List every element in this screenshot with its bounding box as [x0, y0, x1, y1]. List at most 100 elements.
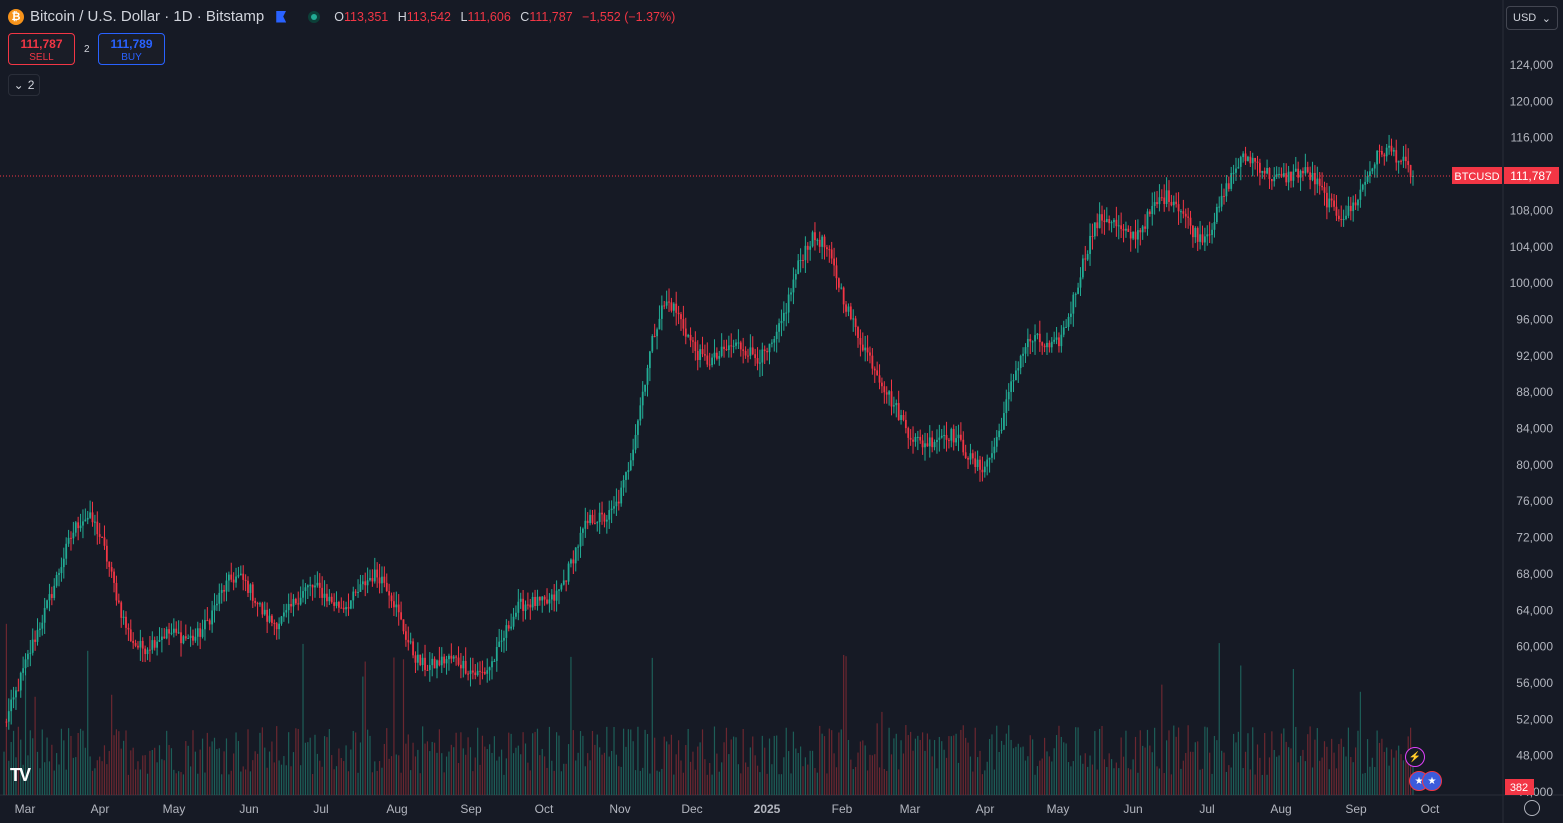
volume-bar: [977, 757, 979, 795]
candle-body: [271, 615, 273, 623]
volume-bar: [247, 729, 249, 795]
volume-bar: [388, 758, 390, 795]
candle-body: [1203, 236, 1206, 243]
candle-body: [584, 520, 587, 529]
candle-body: [1031, 341, 1034, 343]
candle-body: [727, 345, 730, 351]
volume-bar: [1110, 759, 1113, 795]
volume-bar: [1099, 728, 1101, 795]
candle-body: [486, 670, 489, 674]
candle-body: [672, 303, 675, 311]
market-status-icon[interactable]: [308, 10, 321, 23]
volume-bar: [1247, 733, 1249, 795]
volume-bar: [1297, 762, 1299, 795]
candle-body: [1364, 181, 1367, 185]
candle-body: [1060, 334, 1063, 347]
candle-body: [751, 347, 754, 355]
candle-body: [1050, 341, 1053, 348]
volume-bar: [967, 742, 969, 795]
candle-body: [938, 437, 941, 440]
candle-body: [1256, 161, 1259, 163]
volume-bar: [1371, 757, 1373, 795]
volume-bar: [60, 728, 63, 795]
volume-bar: [965, 737, 967, 795]
currency-select[interactable]: USD ⌄: [1506, 6, 1558, 30]
volume-bar: [1288, 747, 1290, 795]
volume-bar: [395, 754, 397, 795]
candle-body: [268, 615, 271, 622]
candle-body: [1309, 172, 1312, 180]
candle-body: [192, 635, 194, 641]
volume-tag-bg: [1505, 779, 1534, 795]
volume-bar: [857, 752, 859, 795]
tradingview-logo[interactable]: TV: [10, 765, 31, 785]
candle-body: [165, 629, 168, 639]
candle-body: [440, 656, 443, 666]
candle-body: [921, 440, 924, 448]
x-tick-label: May: [1047, 802, 1070, 816]
candle-body: [421, 657, 424, 666]
volume-bar: [367, 729, 369, 795]
volume-bar: [699, 742, 701, 795]
volume-bar: [520, 754, 522, 795]
flag-icon[interactable]: [276, 10, 287, 23]
candle-body: [648, 351, 651, 369]
volume-bar: [132, 747, 134, 795]
volume-bar: [1168, 730, 1170, 795]
volume-bar: [1127, 768, 1129, 795]
candle-body: [491, 661, 493, 668]
symbol-title[interactable]: Bitcoin / U.S. Dollar · 1D · Bitstamp: [30, 8, 265, 25]
candle-body: [189, 635, 192, 638]
volume-bar: [1395, 750, 1397, 795]
volume-bar: [697, 746, 699, 795]
candle-body: [1208, 234, 1211, 236]
candle-body: [416, 654, 419, 663]
candle-body: [347, 607, 350, 609]
candle-body: [1046, 342, 1048, 348]
volume-bar: [1204, 726, 1206, 795]
candle-body: [534, 596, 536, 607]
buy-button[interactable]: 111,789 BUY: [98, 33, 165, 65]
candle-body: [933, 442, 936, 448]
volume-bar: [453, 747, 455, 795]
volume-bar: [1347, 727, 1350, 795]
candle-body: [457, 657, 460, 665]
candle-body: [570, 559, 572, 564]
candle-body: [864, 347, 867, 351]
candle-body: [263, 609, 266, 615]
volume-bar: [493, 736, 495, 795]
candle-body: [1280, 173, 1283, 177]
candle-body: [1237, 166, 1240, 169]
volume-bar: [625, 746, 627, 795]
lightning-icon[interactable]: ⚡: [1405, 747, 1425, 767]
gear-icon[interactable]: [1524, 800, 1540, 816]
us-flag-icon[interactable]: ★: [1422, 771, 1442, 791]
volume-bar: [823, 736, 826, 795]
volume-bar: [1130, 769, 1132, 795]
y-tick-label: 60,000: [1516, 640, 1553, 654]
candle-body: [309, 584, 312, 586]
volume-bar: [235, 732, 237, 795]
volume-bar: [658, 771, 661, 795]
candle-body: [471, 670, 474, 673]
candle-body: [357, 592, 359, 594]
candle-body: [562, 580, 565, 585]
candle-body: [232, 579, 235, 583]
candle-body: [761, 349, 764, 363]
volume-bar: [1405, 760, 1407, 795]
sell-button[interactable]: 111,787 SELL: [8, 33, 75, 65]
candle-body: [837, 278, 840, 288]
time-axis[interactable]: Mar Apr May Jun Jul Aug Sep Oct Nov Dec 2025 Feb Mar…: [15, 802, 1440, 816]
candle-body: [1136, 230, 1139, 240]
chart-header: ₿ Bitcoin / U.S. Dollar · 1D · Bitstamp …: [8, 8, 681, 25]
candle-body: [931, 437, 934, 448]
volume-bar: [58, 764, 60, 795]
volume-bar: [187, 745, 189, 795]
indicators-toggle-button[interactable]: ⌄ 2: [8, 74, 40, 96]
price-axis[interactable]: 124,000 120,000 116,000 108,000 104,000 100,0…: [1510, 58, 1554, 799]
candle-body: [1357, 199, 1359, 206]
volume-bar: [290, 766, 292, 795]
candle-body: [677, 312, 680, 315]
candle-body: [1369, 171, 1371, 177]
